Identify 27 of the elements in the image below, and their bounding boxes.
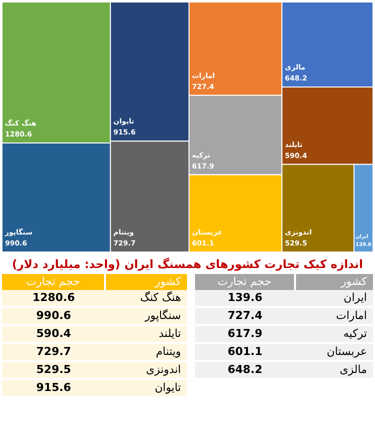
data-label: 729.7 xyxy=(35,344,72,360)
text: حجم تجارت xyxy=(2,274,106,290)
data-label: 990.6 xyxy=(35,308,72,324)
category-label: سنگاپور xyxy=(144,308,182,324)
category-label: امارات xyxy=(334,308,368,324)
data-label: 648.2 xyxy=(226,362,264,378)
category-label: ترکیه xyxy=(342,326,368,342)
category-label: ویتنام xyxy=(154,344,182,360)
data-label: 1280.6 xyxy=(31,290,76,306)
text: کشور xyxy=(154,274,182,290)
text: اندازه کیک تجارت کشورهای همسنگ ایران (واحد: میلیارد دلار) xyxy=(11,256,364,273)
category-label: مالزی xyxy=(338,362,368,378)
category-label: تایوان xyxy=(154,380,182,396)
data-label: 915.6 xyxy=(35,380,72,396)
text: حجم تجارت xyxy=(195,274,295,290)
text: کشور xyxy=(340,274,368,290)
data-label: 601.1 xyxy=(226,344,264,360)
category-label: هنگ کنگ xyxy=(139,290,182,306)
data-label: 139.6 xyxy=(226,290,264,306)
category-label: عربستان xyxy=(326,344,368,360)
data-label: 529.5 xyxy=(35,362,72,378)
data-label: 617.9 xyxy=(226,326,264,342)
data-label: 590.4 xyxy=(35,326,72,342)
data-label: 727.4 xyxy=(226,308,264,324)
category-label: تایلند xyxy=(158,326,182,342)
category-label: اندونزی xyxy=(145,362,182,378)
category-label: ایران xyxy=(342,290,368,306)
